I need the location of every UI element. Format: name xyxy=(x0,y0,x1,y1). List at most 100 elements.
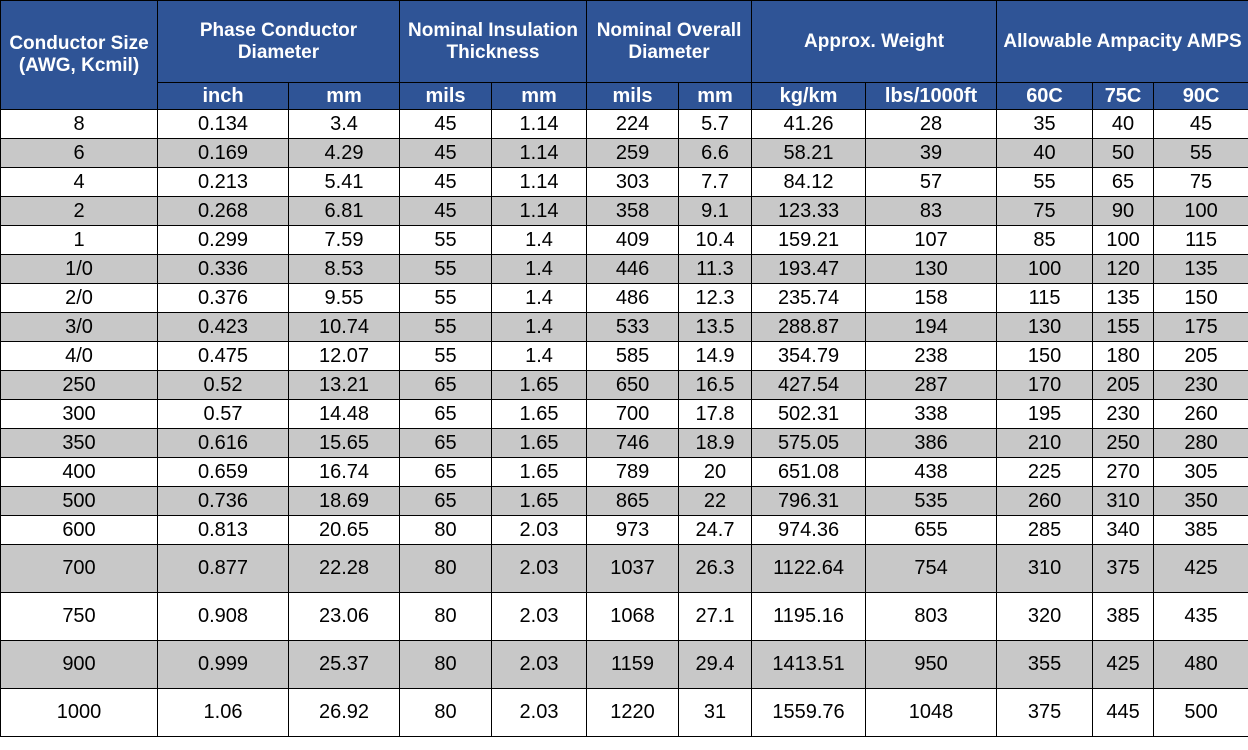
table-cell: 75 xyxy=(1153,167,1248,197)
table-header: Conductor Size (AWG, Kcmil) Phase Conduc… xyxy=(0,0,1248,110)
table-cell: 1220 xyxy=(586,688,680,737)
table-cell: 1.65 xyxy=(490,399,588,429)
table-row: 8 0.134 3.4 45 1.14 224 5.7 41.26 28 35 40 45 xyxy=(0,109,1248,139)
table-cell: 123.33 xyxy=(751,196,867,226)
table-row: 250 0.52 13.21 65 1.65 650 16.5 427.54 287 170 205… xyxy=(0,370,1248,400)
table-cell: 1122.64 xyxy=(751,544,867,593)
table-row: 3/0 0.423 10.74 55 1.4 533 13.5 288.87 194 130 155… xyxy=(0,312,1248,342)
table-cell: 115 xyxy=(996,283,1094,313)
table-cell: 0.908 xyxy=(157,592,289,641)
conductor-size-cell: 2/0 xyxy=(0,283,158,313)
table-cell: 974.36 xyxy=(751,515,867,545)
header-conductor-size: Conductor Size (AWG, Kcmil) xyxy=(0,0,158,110)
table-cell: 1.4 xyxy=(490,225,588,255)
table-cell: 350 xyxy=(1153,486,1248,516)
table-cell: 159.21 xyxy=(751,225,867,255)
unit-header: inch xyxy=(157,82,289,110)
table-cell: 7.59 xyxy=(288,225,400,255)
header-nominal-insulation-thickness: Nominal Insulation Thickness xyxy=(398,0,588,83)
table-cell: 10.4 xyxy=(678,225,753,255)
header-nominal-overall-diameter: Nominal Overall Diameter xyxy=(586,0,753,83)
conductor-size-cell: 8 xyxy=(0,109,158,139)
table-cell: 22.28 xyxy=(288,544,400,593)
table-cell: 0.813 xyxy=(157,515,289,545)
table-cell: 224 xyxy=(586,109,680,139)
table-cell: 746 xyxy=(586,428,680,458)
table-cell: 55 xyxy=(399,225,492,255)
table-cell: 502.31 xyxy=(751,399,867,429)
table-cell: 2.03 xyxy=(490,544,588,593)
table-cell: 250 xyxy=(1092,428,1155,458)
table-cell: 14.9 xyxy=(678,341,753,371)
table-cell: 24.7 xyxy=(678,515,753,545)
table-cell: 10.74 xyxy=(288,312,400,342)
table-cell: 65 xyxy=(1092,167,1155,197)
table-cell: 11.3 xyxy=(678,254,753,284)
conductor-size-cell: 1 xyxy=(0,225,158,255)
table-cell: 8.53 xyxy=(288,254,400,284)
table-cell: 1.65 xyxy=(490,370,588,400)
table-cell: 358 xyxy=(586,196,680,226)
unit-header: mm xyxy=(490,82,588,110)
table-cell: 29.4 xyxy=(678,640,753,689)
table-cell: 1.06 xyxy=(157,688,289,737)
conductor-size-cell: 900 xyxy=(0,640,158,689)
table-row: 4 0.213 5.41 45 1.14 303 7.7 84.12 57 55 65 75 xyxy=(0,167,1248,197)
table-cell: 355 xyxy=(996,640,1094,689)
table-cell: 210 xyxy=(996,428,1094,458)
table-cell: 533 xyxy=(586,312,680,342)
table-cell: 26.92 xyxy=(288,688,400,737)
table-cell: 0.616 xyxy=(157,428,289,458)
table-cell: 65 xyxy=(399,486,492,516)
table-cell: 973 xyxy=(586,515,680,545)
table-cell: 1159 xyxy=(586,640,680,689)
conductor-size-cell: 700 xyxy=(0,544,158,593)
table-cell: 0.999 xyxy=(157,640,289,689)
table-cell: 170 xyxy=(996,370,1094,400)
table-cell: 655 xyxy=(865,515,998,545)
table-cell: 80 xyxy=(399,515,492,545)
unit-header: mils xyxy=(399,82,492,110)
table-cell: 1037 xyxy=(586,544,680,593)
table-cell: 150 xyxy=(996,341,1094,371)
table-cell: 700 xyxy=(586,399,680,429)
table-cell: 58.21 xyxy=(751,138,867,168)
table-cell: 338 xyxy=(865,399,998,429)
table-cell: 55 xyxy=(399,341,492,371)
table-cell: 90 xyxy=(1092,196,1155,226)
table-cell: 80 xyxy=(399,544,492,593)
table-cell: 425 xyxy=(1153,544,1248,593)
conductor-size-cell: 4 xyxy=(0,167,158,197)
conductor-size-cell: 600 xyxy=(0,515,158,545)
table-cell: 280 xyxy=(1153,428,1248,458)
table-row: 1/0 0.336 8.53 55 1.4 446 11.3 193.47 130 100 120 1… xyxy=(0,254,1248,284)
table-cell: 0.213 xyxy=(157,167,289,197)
table-cell: 6.6 xyxy=(678,138,753,168)
table-cell: 1.4 xyxy=(490,341,588,371)
table-cell: 0.169 xyxy=(157,138,289,168)
table-cell: 225 xyxy=(996,457,1094,487)
table-cell: 0.299 xyxy=(157,225,289,255)
table-row: 4/0 0.475 12.07 55 1.4 585 14.9 354.79 238 150 180… xyxy=(0,341,1248,371)
table-cell: 2.03 xyxy=(490,640,588,689)
table-row: 500 0.736 18.69 65 1.65 865 22 796.31 535 260 310 3… xyxy=(0,486,1248,516)
conductor-size-cell: 350 xyxy=(0,428,158,458)
table-cell: 445 xyxy=(1092,688,1155,737)
table-cell: 27.1 xyxy=(678,592,753,641)
table-cell: 100 xyxy=(1092,225,1155,255)
table-cell: 12.3 xyxy=(678,283,753,313)
table-cell: 386 xyxy=(865,428,998,458)
table-cell: 0.52 xyxy=(157,370,289,400)
table-cell: 41.26 xyxy=(751,109,867,139)
table-cell: 1.4 xyxy=(490,312,588,342)
table-cell: 45 xyxy=(399,196,492,226)
table-cell: 120 xyxy=(1092,254,1155,284)
table-cell: 40 xyxy=(996,138,1094,168)
table-cell: 55 xyxy=(399,254,492,284)
table-cell: 22 xyxy=(678,486,753,516)
table-cell: 259 xyxy=(586,138,680,168)
table-cell: 0.57 xyxy=(157,399,289,429)
table-cell: 354.79 xyxy=(751,341,867,371)
table-cell: 500 xyxy=(1153,688,1248,737)
